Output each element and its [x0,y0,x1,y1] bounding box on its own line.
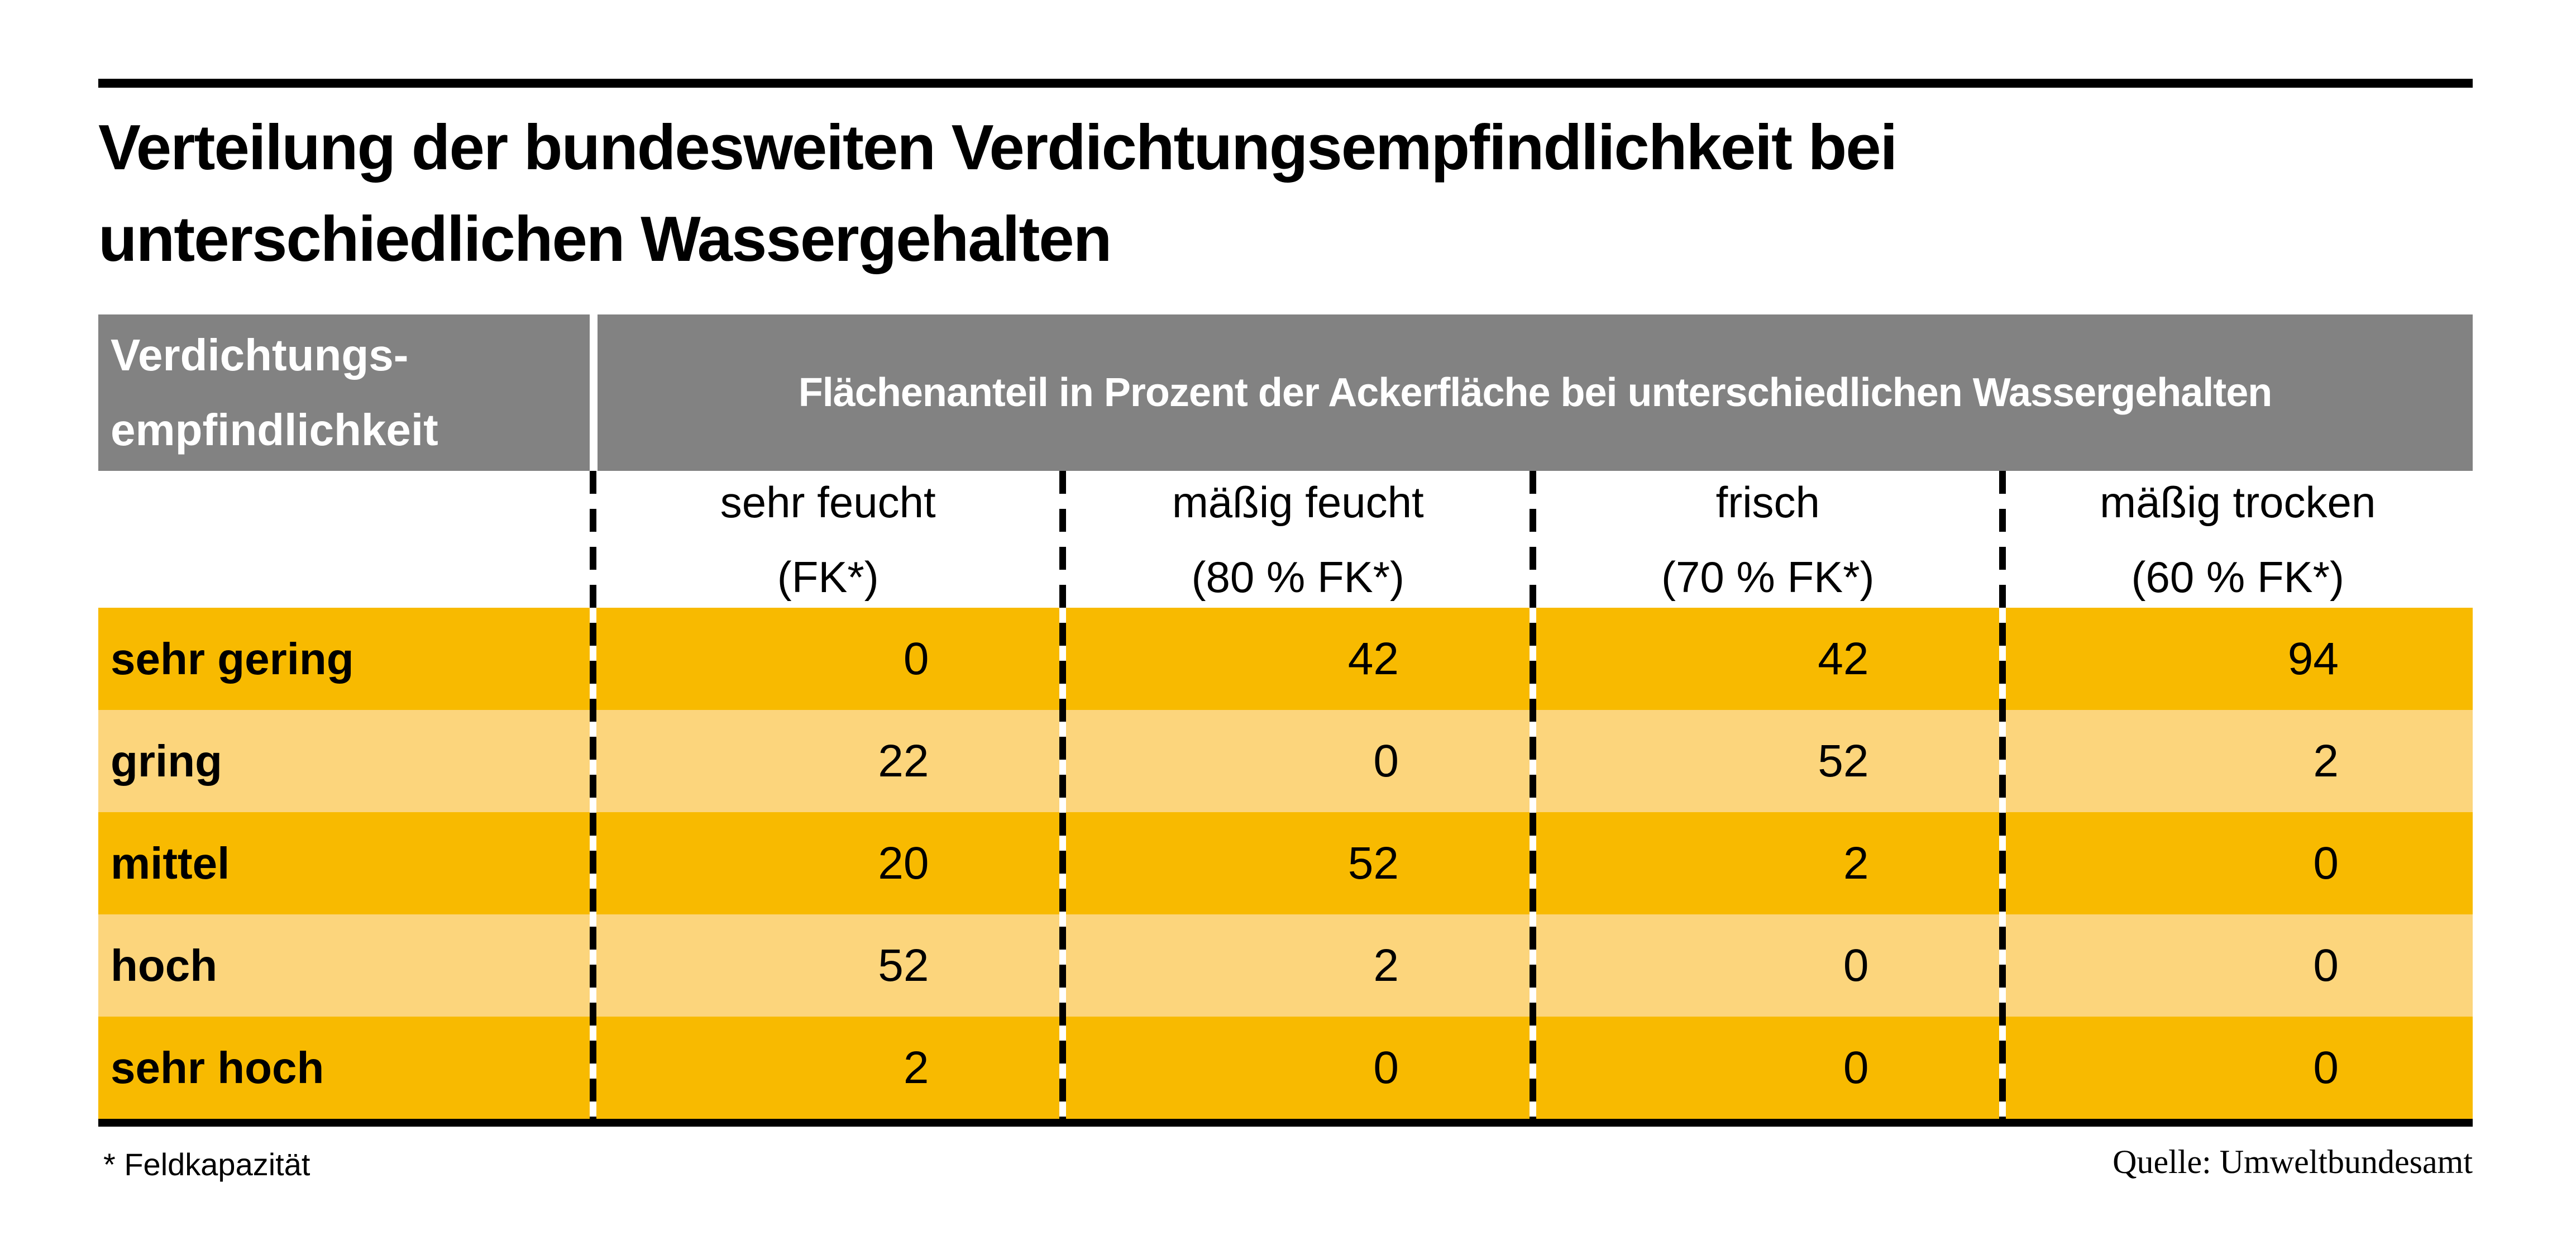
column-header-label: mäßig feucht [1172,477,1424,527]
page-title-line-2: unterschiedlichen Wassergehalten [98,204,1112,275]
column-header-frisch: frisch (70 % FK*) [1533,465,2003,614]
value-cell: 2 [1373,940,1399,991]
value-cell: 0 [1373,735,1399,786]
value-cell: 0 [903,633,929,684]
value-cell: 0 [1373,1042,1399,1093]
column-divider [590,471,596,1119]
table-header-band: Verdichtungs- empfindlichkeit Flächenant… [98,314,2473,471]
row-label: hoch [111,940,218,990]
value-cell: 20 [878,837,929,889]
data-table: Verdichtungs- empfindlichkeit Flächenant… [98,314,2473,1127]
column-header-sublabel: (60 % FK*) [2131,552,2344,602]
table-row-sehr-gering: sehr gering 0 42 42 94 [98,608,2473,710]
footnote: * Feldkapazität [103,1147,310,1182]
header-divider [590,314,598,471]
column-divider [1530,471,1536,1119]
value-cell: 94 [2287,633,2339,684]
column-header-label: mäßig trocken [2100,477,2376,527]
value-cell: 0 [1843,1042,1869,1093]
value-cell: 0 [2313,1042,2339,1093]
table-row-hoch: hoch 52 2 0 0 [98,914,2473,1017]
source-credit: Quelle: Umweltbundesamt [2113,1143,2473,1180]
value-cell: 42 [1347,633,1399,684]
top-rule [98,79,2473,88]
value-cell: 2 [1843,837,1869,889]
row-label: sehr hoch [111,1042,324,1093]
column-header-sublabel: (70 % FK*) [1661,552,1875,602]
column-divider [1059,471,1066,1119]
value-cell: 52 [878,940,929,991]
row-label: mittel [111,838,230,888]
bottom-rule [98,1119,2473,1127]
column-header-row: sehr feucht (FK*) mäßig feucht (80 % FK*… [98,471,2473,608]
value-cell: 0 [2313,940,2339,991]
column-header-label: frisch [1715,477,1820,527]
row-group-header-line-1: Verdichtungs- [111,330,409,380]
value-cell: 22 [878,735,929,786]
value-cell: 0 [1843,940,1869,991]
row-label: gring [111,736,222,786]
value-cell: 0 [2313,837,2339,889]
row-group-header-line-2: empfindlichkeit [111,405,438,455]
row-label: sehr gering [111,633,354,684]
value-cell: 2 [903,1042,929,1093]
table-row-mittel: mittel 20 52 2 0 [98,812,2473,914]
column-header-sehr-feucht: sehr feucht (FK*) [593,465,1063,614]
column-header-maessig-trocken: mäßig trocken (60 % FK*) [2003,465,2473,614]
column-header-sublabel: (FK*) [777,552,879,602]
page-title: Verteilung der bundesweiten Verdichtungs… [98,102,1898,285]
value-cell: 2 [2313,735,2339,786]
table-row-sehr-hoch: sehr hoch 2 0 0 0 [98,1017,2473,1119]
table-row-gring: gring 22 0 52 2 [98,710,2473,812]
row-group-header: Verdichtungs- empfindlichkeit [98,314,590,471]
column-divider [1999,471,2006,1119]
column-header-sublabel: (80 % FK*) [1191,552,1404,602]
value-cell: 52 [1818,735,1869,786]
column-header-maessig-feucht: mäßig feucht (80 % FK*) [1063,465,1533,614]
value-cell: 52 [1347,837,1399,889]
column-header-label: sehr feucht [720,477,936,527]
column-group-header: Flächenanteil in Prozent der Ackerfläche… [598,314,2473,471]
value-cell: 42 [1818,633,1869,684]
page-title-line-1: Verteilung der bundesweiten Verdichtungs… [98,112,1898,183]
